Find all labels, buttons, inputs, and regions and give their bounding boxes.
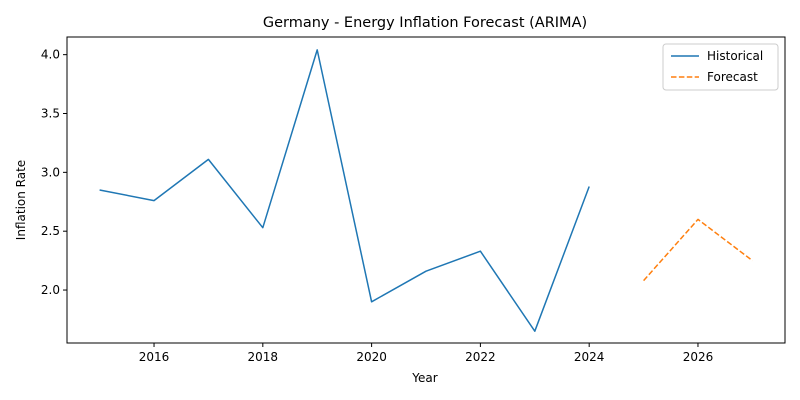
- x-tick-label: 2024: [574, 350, 605, 364]
- y-tick-label: 4.0: [41, 48, 60, 62]
- data-point-forecast: [642, 279, 645, 282]
- x-tick-label: 2016: [139, 350, 170, 364]
- data-point-historical: [479, 250, 482, 253]
- data-point-historical: [207, 158, 210, 161]
- y-tick-label: 3.0: [41, 165, 60, 179]
- plot-area-frame: [66, 36, 786, 344]
- data-point-historical: [588, 185, 591, 188]
- y-tick-label: 3.5: [41, 107, 60, 121]
- legend: Historical Forecast: [662, 43, 779, 91]
- y-tick-label: 2.0: [41, 283, 60, 297]
- data-point-historical: [316, 48, 319, 51]
- x-tick-label: 2022: [465, 350, 496, 364]
- data-point-forecast: [751, 259, 754, 262]
- series-line-forecast: [643, 218, 753, 282]
- chart-title: Germany - Energy Inflation Forecast (ARI…: [263, 15, 587, 31]
- y-axis-title: Inflation Rate: [14, 160, 28, 240]
- series-layer: [98, 48, 754, 333]
- x-axis-title: Year: [411, 371, 437, 385]
- data-point-historical: [98, 189, 101, 192]
- data-point-historical: [153, 199, 156, 202]
- x-tick-label: 2018: [248, 350, 279, 364]
- x-tick-label: 2026: [683, 350, 714, 364]
- data-point-historical: [425, 270, 428, 273]
- legend-label-historical: Historical: [707, 49, 763, 63]
- data-point-historical: [370, 300, 373, 303]
- x-tick-label: 2020: [356, 350, 387, 364]
- legend-label-forecast: Forecast: [707, 70, 758, 84]
- data-point-forecast: [696, 218, 699, 221]
- data-point-historical: [533, 330, 536, 333]
- series-line-historical: [99, 49, 590, 332]
- y-axis: 2.0 2.5 3.0 3.5 4.0: [41, 48, 67, 297]
- y-tick-label: 2.5: [41, 224, 60, 238]
- data-point-historical: [261, 226, 264, 229]
- x-axis: 2016 2018 2020 2022 2024 2026: [139, 343, 713, 364]
